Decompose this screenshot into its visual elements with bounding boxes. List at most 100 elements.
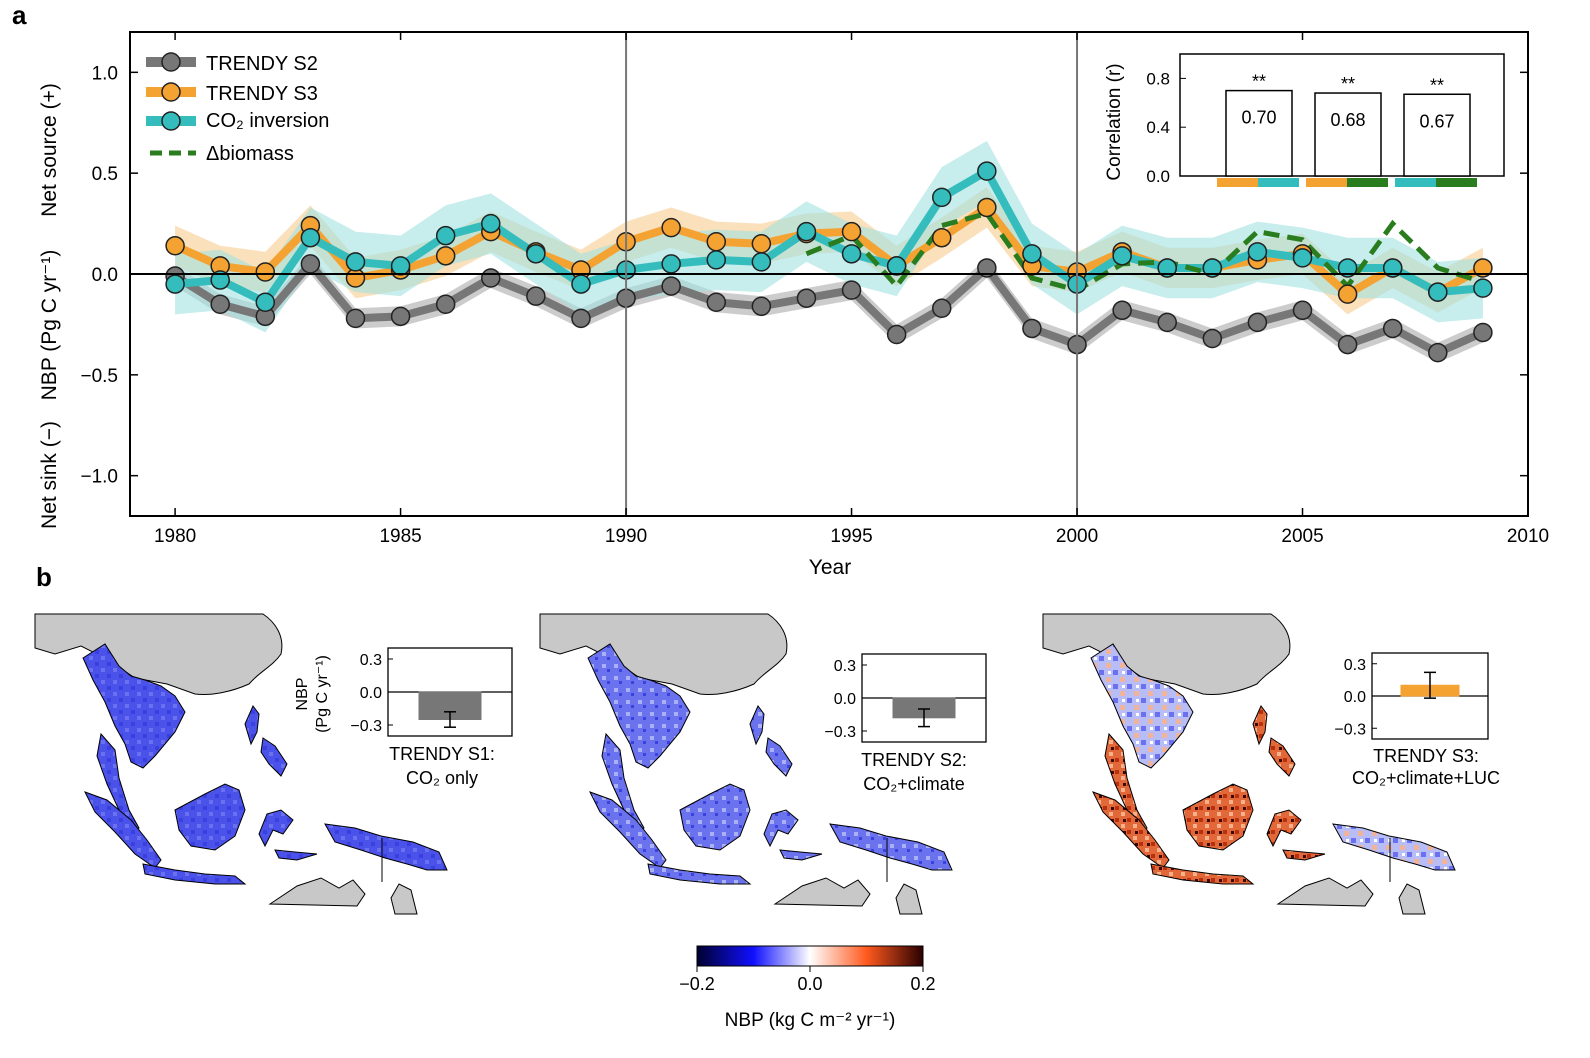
x-tick-label: 1995 [830,526,872,547]
map-inset-tick-label: −0.3 [824,724,856,741]
point-s2-2002 [1157,312,1177,333]
correlation-value-label: 0.70 [1241,108,1276,128]
point-inversion-2002 [1157,258,1177,278]
map2-title-1: TRENDY S2: [861,750,967,770]
point-s2-1992 [706,292,727,312]
point-inversion-1995 [841,244,862,264]
point-s3-1980 [165,236,185,256]
map2-title-2: CO₂+climate [863,774,965,794]
y-tick-label: 0.0 [92,265,118,286]
legend-label-inversion: CO₂ inversion [206,110,329,132]
point-inversion-2001 [1112,246,1132,266]
correlation-bar-1 [1314,92,1382,177]
point-inversion-1986 [435,225,456,246]
colorbar-tick-0: −0.2 [679,974,715,994]
colorbar-tick-2: 0.2 [910,974,935,994]
significance-stars: ** [1252,72,1266,92]
point-inversion-2008 [1428,282,1448,302]
point-inversion-1981 [210,270,230,290]
point-s3-1986 [435,246,456,266]
y-tick-label: 1.0 [92,63,118,84]
point-inversion-2006 [1337,258,1358,278]
pair-swatch-right [1258,178,1299,187]
x-tick-label: 2010 [1507,526,1549,547]
point-inversion-1988 [526,244,546,264]
significance-stars: ** [1430,75,1444,95]
point-s2-1999 [1022,318,1042,339]
point-s2-1988 [526,286,546,306]
pair-swatch-left [1395,178,1436,187]
map1-title-1: TRENDY S1: [389,744,495,764]
point-s2-1991 [661,276,681,296]
inset-y-tick-label: 0.4 [1146,118,1170,137]
pair-swatch-left [1217,178,1258,187]
colorbar-tick-1: 0.0 [797,974,822,994]
point-s2-1996 [886,324,907,345]
map-s1 [34,613,448,915]
panel-a-label: a [12,0,27,30]
point-inversion-1996 [886,256,907,276]
point-s2-1984 [345,308,366,329]
point-inversion-1992 [706,250,727,270]
correlation-value-label: 0.68 [1330,110,1365,130]
x-tick-label: 2005 [1281,526,1323,547]
point-inversion-2007 [1382,258,1403,278]
significance-stars: ** [1341,74,1355,94]
correlation-value-label: 0.67 [1419,111,1454,131]
point-s3-1998 [977,197,997,218]
band-inversion [175,140,1483,333]
map-s3 [1042,613,1456,915]
map-inset-tick-label: 0.3 [360,652,382,669]
point-s2-1981 [210,294,230,314]
correlation-bar-2 [1403,93,1471,177]
point-s2-1993 [751,296,772,317]
colorbar-label: NBP (kg C m⁻² yr⁻¹) [725,1010,896,1031]
legend-entry-s3: TRENDY S3 [146,82,318,105]
point-s2-1994 [796,288,817,308]
y-label-source: Net source (+) [38,83,61,217]
legend: TRENDY S2 TRENDY S3 CO₂ inversion Δbioma… [146,52,329,165]
map3-title-1: TRENDY S3: [1373,746,1479,766]
point-s2-1986 [435,294,456,314]
point-s2-2007 [1382,318,1403,339]
point-s2-2004 [1247,312,1268,333]
map-inset-tick-label: −0.3 [350,718,382,735]
timeseries-chart: 1.0 0.5 0.0 −0.5 −1.0 1980 1985 1990 1995 2000 200… [80,31,1549,547]
y-tick-label: −0.5 [80,366,118,387]
legend-label-s2: TRENDY S2 [206,53,318,75]
pair-swatch-right [1347,178,1388,187]
map-inset-tick-label: 0.0 [360,685,382,702]
point-s2-2003 [1202,328,1223,349]
point-inversion-2003 [1202,258,1223,278]
point-s3-1992 [706,231,727,252]
point-inversion-1980 [165,274,185,294]
map3-title-2: CO₂+climate+LUC [1352,768,1500,788]
x-tick-label: 2000 [1056,526,1098,547]
point-inversion-1984 [345,252,366,272]
inset-y-tick-label: 0.0 [1146,167,1170,186]
point-inversion-1994 [796,221,817,242]
point-inversion-1987 [481,213,501,234]
y-label-sink: Net sink (−) [38,421,61,529]
point-s3-1995 [841,221,862,242]
point-inversion-1982 [255,292,276,312]
land-s1 [82,643,448,885]
inset-y-tick-label: 0.8 [1146,69,1170,88]
legend-label-biomass: Δbiomass [206,143,294,165]
point-s3-1997 [931,227,952,248]
map1-ylabel-1: NBP [294,678,311,711]
x-tick-label: 1980 [154,526,196,547]
colorbar: −0.2 0.0 0.2 NBP (kg C m⁻² yr⁻¹) [679,945,936,1031]
point-inversion-1991 [661,254,681,274]
point-s2-1989 [571,308,591,329]
x-tick-label: 1985 [379,526,421,547]
pair-swatch-right [1436,178,1477,187]
point-inversion-2009 [1473,278,1493,298]
point-s3-2009 [1473,258,1493,278]
point-s3-1982 [255,262,276,282]
panel-b-label: b [36,562,52,592]
map-inset-tick-label: 0.0 [834,691,856,708]
point-s2-1995 [841,280,862,300]
point-inversion-2005 [1292,248,1313,268]
point-inversion-1985 [390,256,411,276]
